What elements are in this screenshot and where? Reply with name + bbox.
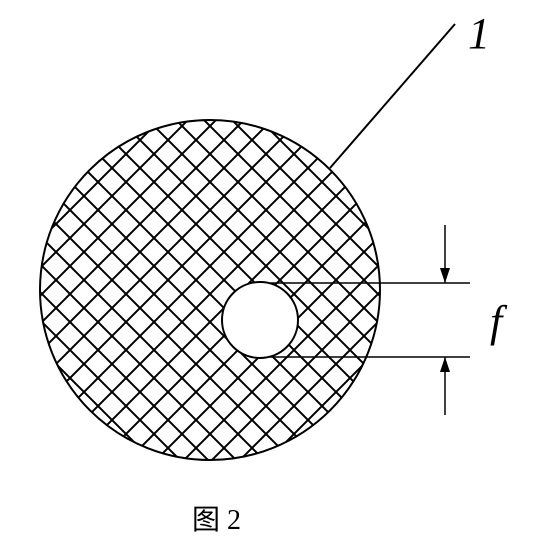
figure-caption: 图 2: [192, 498, 241, 538]
label-outer: 1: [468, 8, 490, 59]
diagram-svg: [0, 0, 537, 550]
label-dimension: f: [490, 296, 502, 347]
dimension-arrow-bottom-head: [440, 357, 450, 372]
dimension-arrow-top-head: [440, 268, 450, 283]
outer-circle: [40, 120, 380, 460]
inner-circle: [222, 282, 298, 358]
leader-line: [330, 24, 455, 168]
